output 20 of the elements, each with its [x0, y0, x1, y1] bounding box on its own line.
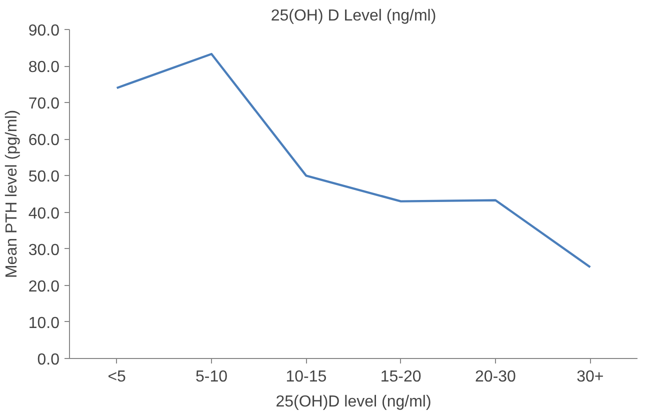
x-tick-label: 20-30 [475, 368, 516, 386]
x-tick-label: 10-15 [286, 368, 327, 386]
y-tick-label: 10.0 [28, 314, 60, 332]
y-tick-label: 20.0 [28, 278, 60, 296]
x-tick-label: <5 [108, 368, 126, 386]
x-tick-label: 30+ [576, 368, 604, 386]
y-tick-label: 60.0 [28, 132, 60, 150]
line-series [116, 52, 592, 268]
y-tick-label: 70.0 [28, 96, 60, 113]
y-tick-label: 40.0 [28, 205, 60, 222]
y-tick-label: 0.0 [37, 352, 60, 368]
y-tick-label: 80.0 [28, 59, 60, 76]
chart-title: 25(OH) D Level (ng/ml) [270, 8, 436, 24]
y-tick-label: 50.0 [28, 168, 60, 186]
x-tick-label: 15-20 [380, 368, 422, 386]
y-tick-label: 90.0 [28, 22, 60, 40]
x-axis-title: 25(OH)D level (ng/ml) [276, 394, 432, 410]
x-tick-label: 5-10 [195, 368, 228, 386]
y-axis-title: Mean PTH level (pg/ml) [3, 110, 20, 278]
y-tick-label: 30.0 [28, 242, 60, 259]
